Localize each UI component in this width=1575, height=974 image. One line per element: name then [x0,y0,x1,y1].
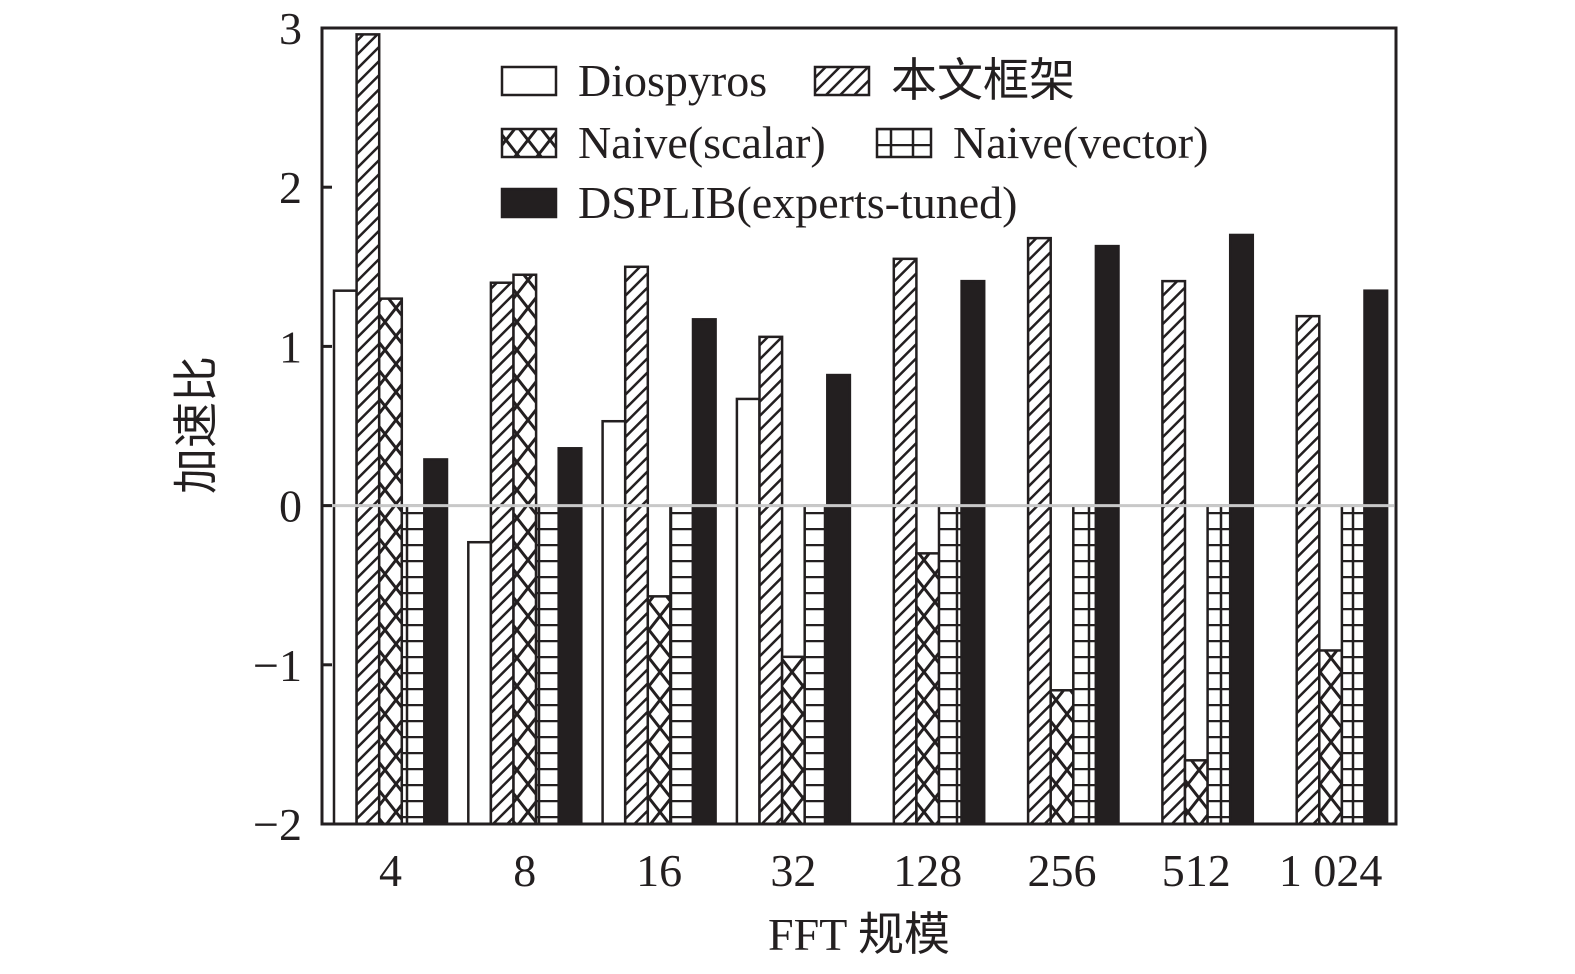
bar-dsplib-experts-tuned-7 [1363,289,1389,826]
y-tick-label: −2 [253,799,302,850]
bar-dsplib-experts-tuned-6 [1228,233,1255,826]
x-tick-label: 1 024 [1279,845,1383,896]
bar-diospyros-2 [601,419,627,826]
bar-naive-vector-2 [669,504,695,826]
bar-naive-vector-7 [1340,504,1366,826]
bar-naive-vector-4 [937,504,963,826]
legend: Diospyros 本文框架 Naive(scalar) Naive(vector) D… [500,55,1208,228]
legend-label: DSPLIB(experts-tuned) [578,177,1017,228]
legend-swatch-0 [500,65,558,97]
bar--0 [355,33,381,826]
bar-diospyros-0 [332,289,358,826]
legend-label: Naive(vector) [953,117,1208,168]
bar-dsplib-experts-tuned-2 [691,318,717,826]
y-tick-label: 2 [279,162,302,213]
x-tick-label: 128 [893,845,962,896]
bar--6 [1161,279,1187,826]
bar-dsplib-experts-tuned-0 [423,458,449,826]
bar-naive-scalar-4 [915,552,941,826]
x-axis: 4 8 16 32 128 256 512 1 024 [379,845,1382,896]
bar--5 [1026,236,1052,826]
x-tick-label: 4 [379,845,402,896]
legend-swatch-1 [813,65,871,97]
legend-label: 本文框架 [891,55,1075,106]
bar-naive-scalar-2 [646,595,672,826]
bar--4 [892,257,918,826]
bar-dsplib-experts-tuned-4 [960,279,986,826]
bar-naive-vector-6 [1206,504,1232,826]
y-axis-label: 加速比 [171,356,222,494]
x-axis-label: FFT 规模 [768,909,950,960]
legend-label: Naive(scalar) [578,117,826,168]
bars-layer [332,33,1389,826]
bar-naive-vector-1 [534,504,560,826]
bar--3 [758,335,784,826]
x-tick-label: 256 [1028,845,1097,896]
bar--2 [623,265,650,826]
bar-naive-vector-5 [1072,504,1098,826]
x-tick-label: 512 [1162,845,1231,896]
bar-diospyros-3 [735,397,761,826]
bar-naive-vector-0 [400,504,426,826]
bar-naive-scalar-1 [512,273,538,826]
bar-dsplib-experts-tuned-5 [1094,244,1120,826]
legend-swatch-4 [500,187,558,219]
bar--7 [1295,314,1321,826]
plot-frame [320,26,1398,826]
bar-naive-scalar-3 [780,655,806,826]
bar--1 [489,281,515,826]
y-tick-label: 1 [279,321,302,372]
y-axis: 3 2 1 0 −1 −2 [253,3,332,850]
legend-swatch-2 [500,127,558,159]
x-tick-label: 16 [636,845,682,896]
x-tick-label: 8 [513,845,536,896]
bar-diospyros-1 [467,540,493,826]
bar-naive-scalar-5 [1049,689,1075,826]
bar-naive-scalar-0 [377,297,404,826]
legend-swatch-3 [875,127,933,159]
y-tick-label: 3 [279,3,302,54]
x-tick-label: 32 [770,845,816,896]
y-tick-label: −1 [253,640,302,691]
y-tick-label: 0 [279,481,302,532]
bar-naive-vector-3 [803,504,829,826]
bar-naive-scalar-6 [1183,759,1209,826]
legend-label: Diospyros [578,55,767,106]
bar-naive-scalar-7 [1318,649,1344,826]
bar-dsplib-experts-tuned-3 [826,373,852,826]
